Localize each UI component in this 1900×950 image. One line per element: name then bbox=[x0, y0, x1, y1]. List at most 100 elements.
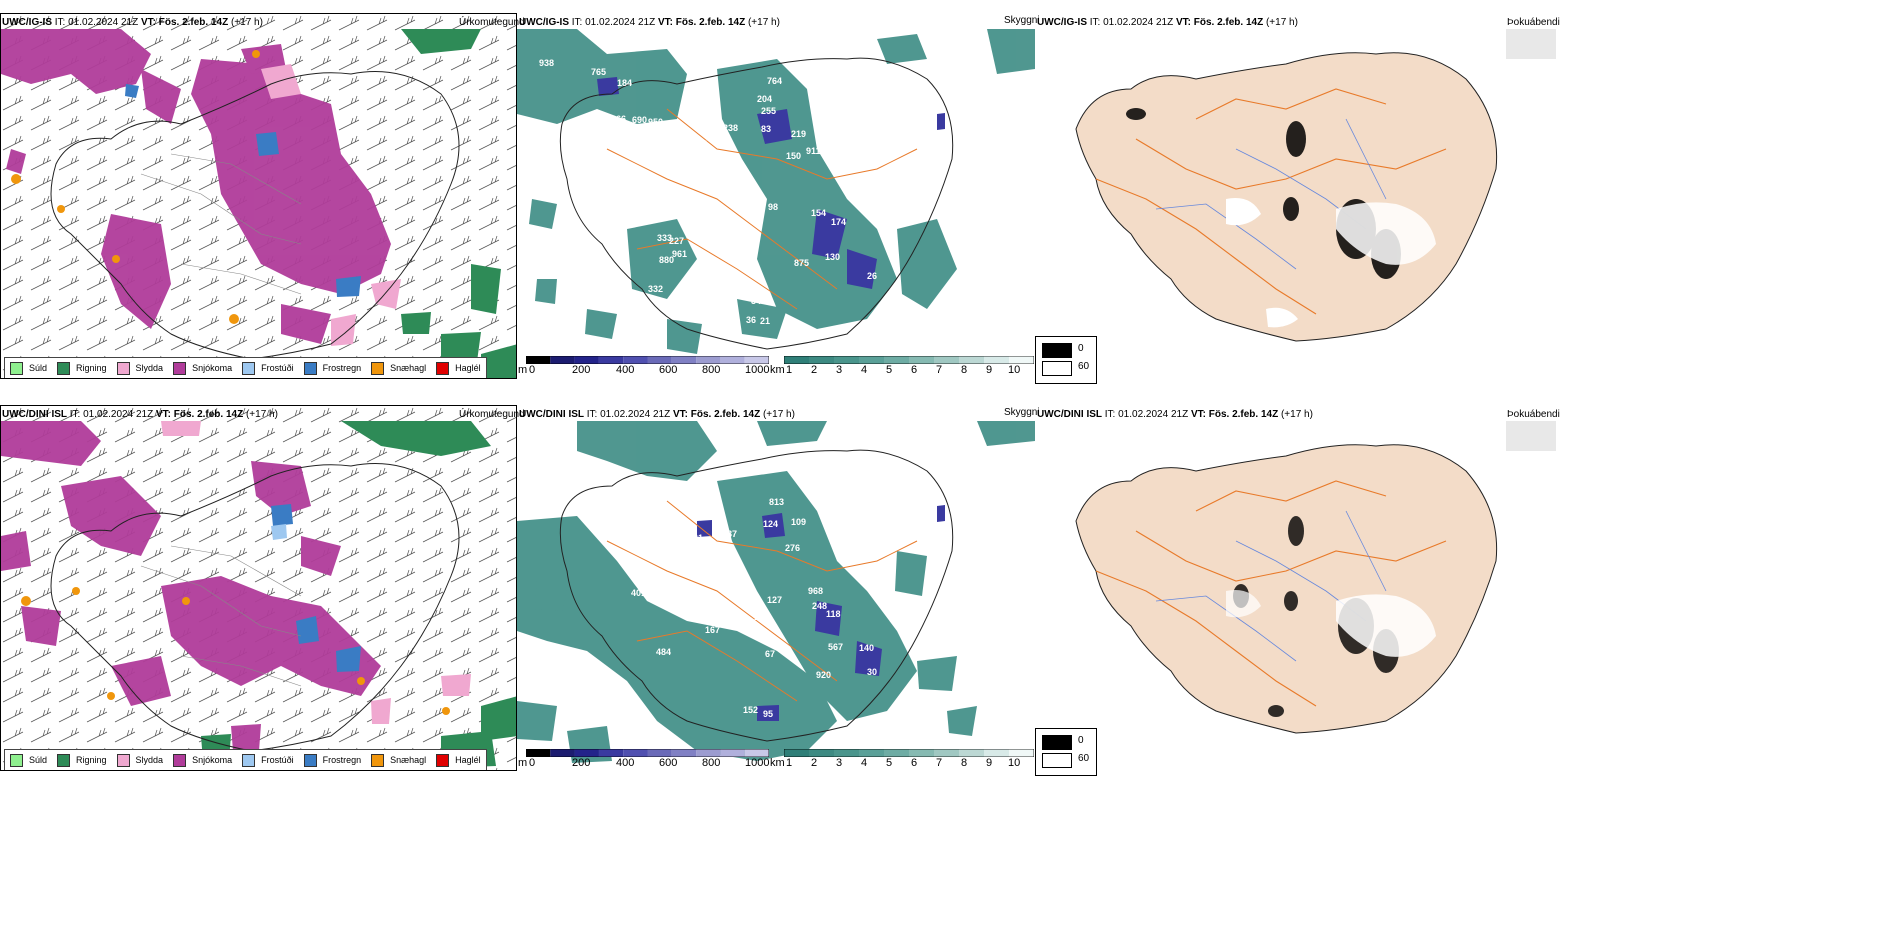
cb-tick: 800 bbox=[702, 364, 721, 376]
valid-time: VT: Fös. 2.feb. 14Z bbox=[1175, 17, 1264, 28]
cb-tick: 0 bbox=[529, 757, 536, 769]
legend-label: Snæhagl bbox=[390, 755, 427, 765]
legend-item-snaehagl: Snæhagl bbox=[371, 753, 427, 767]
precip-legend: Súld Rigning Slydda Snjókoma Frostúði Fr… bbox=[4, 357, 487, 378]
precip-type-panel-bottom: Súld Rigning Slydda Snjókoma Frostúði Fr… bbox=[0, 405, 517, 771]
vis-label: 83 bbox=[761, 124, 771, 134]
vis-colorbar-m-bottom bbox=[526, 749, 769, 757]
legend-item-frostudi: Frostúði bbox=[242, 753, 294, 767]
vis-label: 483 bbox=[682, 597, 697, 607]
vis-panel-name-bottom: Skyggni bbox=[1004, 407, 1040, 418]
fog-panel-bottom bbox=[1036, 421, 1556, 741]
cb-tick: 6 bbox=[911, 757, 918, 769]
cb-tick: 8 bbox=[961, 757, 968, 769]
precip-type-panel-top: Súld Rigning Slydda Snjókoma Frostúði Fr… bbox=[0, 13, 517, 379]
vis-label: 487 bbox=[722, 529, 737, 539]
cb-tick: 2 bbox=[811, 364, 818, 376]
legend-swatch bbox=[371, 361, 385, 375]
valid-time: VT: Fös. 2.feb. 14Z bbox=[657, 17, 746, 28]
vis-label: 150 bbox=[786, 151, 801, 161]
vis-colorbar-m-top bbox=[526, 356, 769, 364]
vis-colorbar-km-top bbox=[784, 356, 1034, 364]
cb-tick: 5 bbox=[886, 364, 893, 376]
init-time: IT: 01.02.2024 21Z bbox=[1102, 409, 1191, 420]
valid-time: VT: Fös. 2.feb. 14Z bbox=[155, 409, 244, 420]
cb-tick: 400 bbox=[616, 757, 635, 769]
precip-map bbox=[1, 14, 516, 378]
fog-swatch-white bbox=[1042, 753, 1072, 768]
cb-tick: 200 bbox=[572, 757, 591, 769]
panel-title-vis-bottom: UWC/DINI ISL IT: 01.02.2024 21Z VT: Fös.… bbox=[519, 409, 795, 420]
init-time: IT: 01.02.2024 21Z bbox=[67, 409, 156, 420]
legend-swatch bbox=[436, 361, 450, 375]
panel-title-precip-bottom: UWC/DINI ISL IT: 01.02.2024 21Z VT: Fös.… bbox=[2, 409, 278, 420]
vis-label: 34 bbox=[751, 296, 761, 306]
fog-legend-label: 0 bbox=[1078, 343, 1084, 354]
cb-tick: 8 bbox=[961, 364, 968, 376]
vis-label: 920 bbox=[816, 670, 831, 680]
fog-swatch-black bbox=[1042, 735, 1072, 750]
vis-label: 875 bbox=[794, 258, 809, 268]
vis-label: 95 bbox=[763, 709, 773, 719]
valid-time: VT: Fös. 2.feb. 14Z bbox=[1190, 409, 1279, 420]
vis-label: 255 bbox=[761, 106, 776, 116]
cb-unit-m: m bbox=[518, 757, 528, 769]
legend-item-snaehagl: Snæhagl bbox=[371, 361, 426, 375]
legend-label: Slydda bbox=[135, 755, 164, 765]
cb-tick: 4 bbox=[861, 757, 868, 769]
panel-title-precip-top: UWC/IG-IS IT: 01.02.2024 21Z VT: Fös. 2.… bbox=[2, 17, 263, 28]
precip-map bbox=[1, 406, 516, 770]
legend-swatch bbox=[436, 753, 450, 767]
vis-label: 219 bbox=[791, 129, 806, 139]
model-name: UWC/IG-IS bbox=[519, 17, 569, 28]
lead-time: (+17 h) bbox=[1263, 17, 1298, 28]
legend-swatch bbox=[116, 361, 130, 375]
vis-label: 140 bbox=[859, 643, 874, 653]
vis-label: 512 bbox=[635, 510, 650, 520]
fog-legend-bottom: 0 60 bbox=[1035, 728, 1097, 776]
cb-tick: 10 bbox=[1008, 364, 1021, 376]
fog-legend-label: 60 bbox=[1078, 753, 1090, 764]
lead-time: (+17 h) bbox=[745, 17, 780, 28]
legend-swatch bbox=[242, 753, 256, 767]
vis-label: 21 bbox=[760, 316, 770, 326]
vis-label: 966 bbox=[611, 114, 626, 124]
init-time: IT: 01.02.2024 21Z bbox=[584, 409, 673, 420]
panel-title-fog-bottom: UWC/DINI ISL IT: 01.02.2024 21Z VT: Fös.… bbox=[1037, 409, 1313, 420]
vis-label: 495 bbox=[797, 478, 812, 488]
vis-label: 950 bbox=[648, 117, 663, 127]
vis-label: 21 bbox=[693, 533, 703, 543]
fog-legend-label: 60 bbox=[1078, 361, 1090, 372]
legend-label: Rigning bbox=[76, 755, 107, 765]
vis-label: 433 bbox=[607, 496, 622, 506]
legend-swatch bbox=[57, 361, 71, 375]
panel-title-vis-top: UWC/IG-IS IT: 01.02.2024 21Z VT: Fös. 2.… bbox=[519, 17, 780, 28]
vis-label: 938 bbox=[539, 58, 554, 68]
cb-tick: 1 bbox=[786, 364, 793, 376]
cb-tick: 10 bbox=[1008, 757, 1021, 769]
vis-label: 238 bbox=[723, 123, 738, 133]
cb-unit-km: km bbox=[770, 757, 785, 769]
visibility-map: 596 433 836 512 655 495 813 21 487 109 1… bbox=[517, 421, 1035, 763]
legend-label: Haglél bbox=[455, 363, 481, 373]
legend-label: Snjókoma bbox=[192, 755, 233, 765]
vis-label: 484 bbox=[656, 647, 671, 657]
legend-label: Frostúði bbox=[261, 363, 294, 373]
cb-tick: 600 bbox=[659, 757, 678, 769]
legend-label: Frostregn bbox=[322, 363, 362, 373]
vis-label: 764 bbox=[767, 76, 782, 86]
model-name: UWC/DINI ISL bbox=[519, 409, 584, 420]
model-name: UWC/IG-IS bbox=[2, 17, 52, 28]
legend-swatch bbox=[116, 753, 130, 767]
vis-label: 836 bbox=[615, 507, 630, 517]
legend-item-frostregn: Frostregn bbox=[303, 361, 362, 375]
fog-panel-name-top: Þokuábendi bbox=[1507, 17, 1560, 28]
cb-tick: 1000 bbox=[745, 364, 770, 376]
vis-label: 167 bbox=[705, 625, 720, 635]
lead-time: (+17 h) bbox=[228, 17, 263, 28]
fog-legend-label: 0 bbox=[1078, 735, 1084, 746]
lead-time: (+17 h) bbox=[1278, 409, 1313, 420]
fog-legend-top: 0 60 bbox=[1035, 336, 1097, 384]
cb-tick: 1000 bbox=[745, 757, 770, 769]
vis-label: 204 bbox=[757, 94, 772, 104]
